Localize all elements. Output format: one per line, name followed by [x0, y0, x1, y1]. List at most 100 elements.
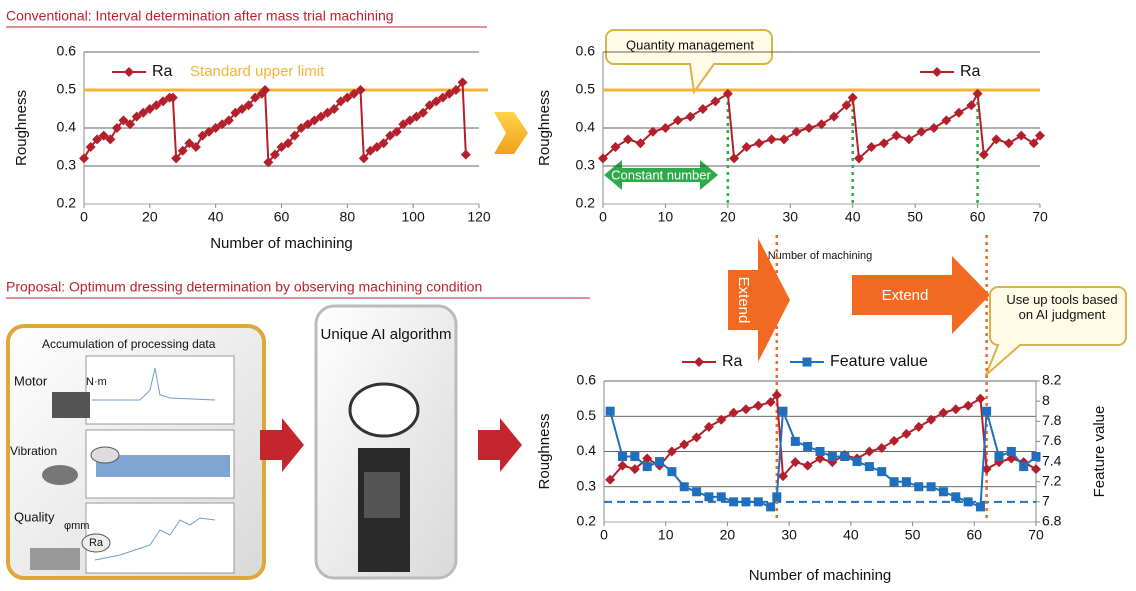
marker	[954, 108, 964, 118]
marker	[630, 452, 639, 461]
legend-label: Standard upper limit	[190, 63, 325, 80]
marker	[914, 422, 924, 432]
marker	[904, 134, 914, 144]
x-tick-label: 100	[401, 209, 425, 225]
controller-icon	[364, 472, 400, 518]
y-tick-label: 0.2	[57, 195, 77, 211]
marker	[741, 404, 751, 414]
y-tick-label: 0.6	[576, 43, 596, 59]
marker	[79, 153, 89, 163]
marker	[791, 437, 800, 446]
x-tick-label: 40	[208, 209, 224, 225]
y-axis-label: Roughness	[13, 90, 30, 166]
y2-axis-label: Feature value	[1091, 406, 1108, 498]
marker	[1016, 131, 1026, 141]
marker	[124, 67, 134, 77]
arrow	[494, 112, 528, 154]
x-axis-label: Number of machining	[749, 567, 892, 584]
heading: Conventional: Interval determination aft…	[6, 8, 394, 24]
marker	[964, 497, 973, 506]
sensor-label: Quality	[14, 509, 55, 524]
x-tick-label: 10	[658, 209, 674, 225]
marker	[828, 452, 837, 461]
marker	[679, 439, 689, 449]
marker	[778, 407, 787, 416]
ai-title-box: Unique AI algorithm	[320, 326, 452, 374]
marker	[767, 134, 777, 144]
arrow	[478, 418, 522, 472]
marker	[1007, 447, 1016, 456]
legend-label: Ra	[152, 63, 173, 80]
y2-tick-label: 8.2	[1042, 372, 1062, 388]
x-axis-label: Number of machining	[768, 250, 873, 262]
y-tick-label: 0.5	[57, 81, 77, 97]
marker	[939, 487, 948, 496]
marker	[1031, 464, 1041, 474]
marker	[890, 477, 899, 486]
unit-label: N·m	[86, 376, 107, 388]
x-axis-label: Number of machining	[210, 235, 353, 252]
unit-label: Ra	[89, 537, 104, 549]
marker	[803, 442, 812, 451]
sensor-label: Motor	[14, 373, 48, 388]
marker	[891, 131, 901, 141]
x-tick-label: 50	[905, 527, 921, 543]
marker	[461, 150, 471, 160]
marker	[927, 482, 936, 491]
x-tick-label: 0	[599, 209, 607, 225]
marker	[902, 477, 911, 486]
marker	[929, 123, 939, 133]
marker	[840, 452, 849, 461]
x-tick-label: 120	[467, 209, 491, 225]
marker	[877, 467, 886, 476]
marker	[975, 394, 985, 404]
callout-box: Use up tools based on AI judgment	[998, 292, 1126, 340]
x-tick-label: 20	[720, 527, 736, 543]
marker	[623, 134, 633, 144]
y2-tick-label: 7.8	[1042, 412, 1062, 428]
marker	[994, 452, 1003, 461]
y-axis-label: Roughness	[536, 90, 553, 166]
y-tick-label: 0.5	[576, 81, 596, 97]
y-tick-label: 0.5	[577, 407, 597, 423]
marker	[864, 447, 874, 457]
marker	[982, 407, 991, 416]
y2-tick-label: 7	[1042, 493, 1050, 509]
arrow-label: Extend	[735, 277, 752, 324]
legend-label: Feature value	[830, 353, 928, 370]
y-tick-label: 0.2	[576, 195, 596, 211]
marker	[729, 497, 738, 506]
sensor-label: Vibration	[10, 444, 57, 458]
marker	[673, 115, 683, 125]
marker	[879, 138, 889, 148]
x-tick-label: 30	[782, 209, 798, 225]
marker	[1019, 462, 1028, 471]
ai-title: Unique AI algorithm	[320, 326, 452, 343]
marker	[941, 115, 951, 125]
marker	[1032, 452, 1041, 461]
x-tick-label: 70	[1028, 527, 1044, 543]
legend-label: Ra	[960, 63, 981, 80]
x-tick-label: 10	[658, 527, 674, 543]
x-tick-label: 60	[970, 209, 986, 225]
series-line	[610, 395, 1036, 480]
marker	[914, 482, 923, 491]
y2-tick-label: 8	[1042, 392, 1050, 408]
marker	[853, 457, 862, 466]
marker	[680, 482, 689, 491]
marker	[963, 401, 973, 411]
marker	[694, 357, 704, 367]
marker	[865, 462, 874, 471]
quality-icon	[30, 548, 80, 570]
heading: Proposal: Optimum dressing determination…	[6, 279, 482, 295]
range-label: Constant number	[611, 167, 711, 182]
brain-icon	[350, 384, 418, 436]
x-tick-label: 0	[600, 527, 608, 543]
box-title: Accumulation of processing data	[42, 337, 216, 351]
x-tick-label: 40	[843, 527, 859, 543]
marker	[816, 447, 825, 456]
marker	[754, 497, 763, 506]
marker	[606, 407, 615, 416]
marker	[698, 104, 708, 114]
x-tick-label: 60	[274, 209, 290, 225]
